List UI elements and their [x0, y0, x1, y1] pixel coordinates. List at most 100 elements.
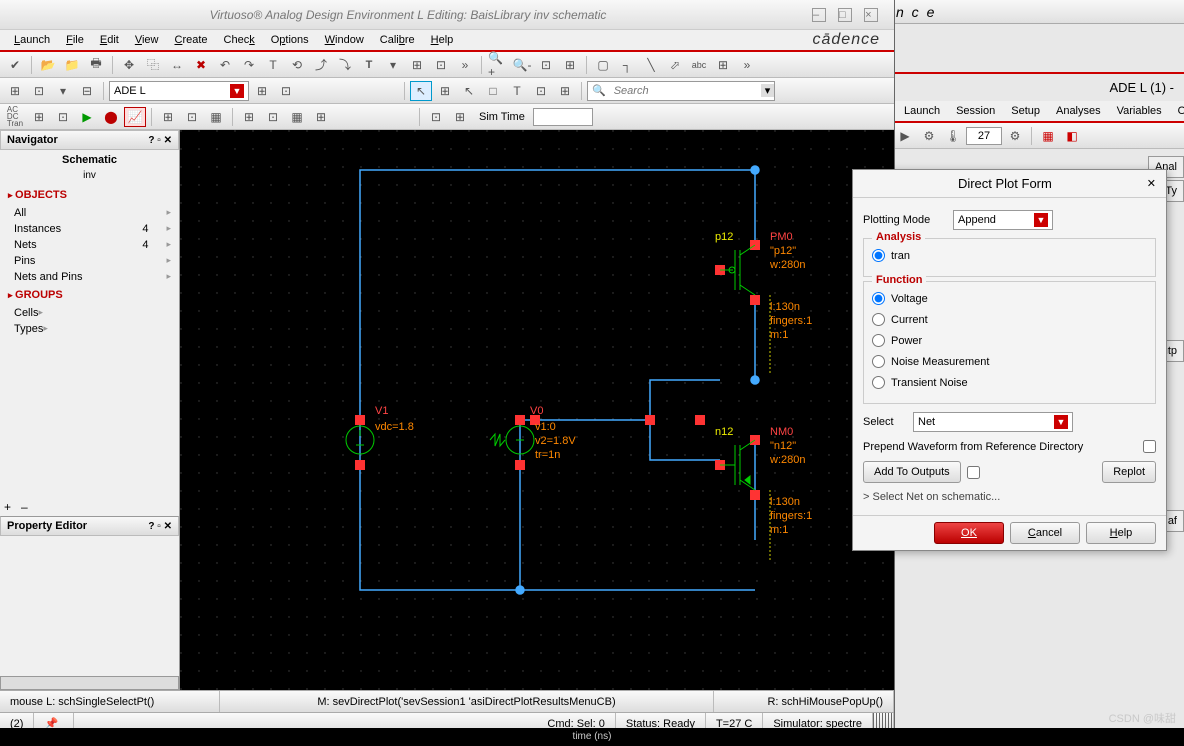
play-icon[interactable]: ▶	[76, 107, 98, 127]
tool-icon[interactable]: ⊡	[181, 107, 203, 127]
tool-icon[interactable]: ⊞	[28, 107, 50, 127]
radio-input[interactable]	[872, 249, 885, 262]
ade-tb[interactable]: ▶	[894, 126, 916, 146]
schematic-canvas[interactable]: V1 vdc=1.8 V0 v1:0 v2=1.8V tr=1n p12 PM0…	[180, 130, 894, 690]
cancel-button[interactable]: Cancel	[1010, 522, 1080, 544]
plotting-mode-combo[interactable]: Append ▼	[953, 210, 1053, 230]
search-box[interactable]: 🔍 ▾	[587, 81, 775, 101]
ade-menu[interactable]: Launch	[896, 103, 948, 119]
nav-item[interactable]: Instances4	[0, 221, 179, 237]
sim-mode-icon[interactable]: ACDCTran	[4, 107, 26, 127]
group-objects[interactable]: OBJECTS	[0, 185, 179, 205]
ok-button[interactable]: OK	[934, 522, 1004, 544]
ade-menu[interactable]: Setup	[1003, 103, 1048, 119]
tool-icon[interactable]: T	[506, 81, 528, 101]
text-tool-icon[interactable]: T	[262, 55, 284, 75]
zoom-sel-icon[interactable]: ⊞	[559, 55, 581, 75]
ade-tb[interactable]: 🌡	[942, 126, 964, 146]
tool-icon[interactable]: ⊡	[275, 81, 297, 101]
simtime-input[interactable]	[533, 108, 593, 126]
tool-icon[interactable]: ↖	[458, 81, 480, 101]
text-icon[interactable]: T	[358, 55, 380, 75]
radio-noise[interactable]: Noise Measurement	[872, 351, 1012, 372]
folder-icon[interactable]: 📁	[61, 55, 83, 75]
tool-icon[interactable]: ⊡	[262, 107, 284, 127]
tool-icon[interactable]: ⊡	[52, 107, 74, 127]
tool-icon[interactable]: ⊞	[4, 81, 26, 101]
print-icon[interactable]: 🖶	[85, 55, 107, 75]
chevron-icon[interactable]: »	[736, 55, 758, 75]
radio-input[interactable]	[872, 334, 885, 347]
tool-icon[interactable]: ⊞	[434, 81, 456, 101]
ade-tb[interactable]: ⚙	[1004, 126, 1026, 146]
radio-voltage[interactable]: Voltage	[872, 288, 1012, 309]
ade-tb[interactable]: ⚙	[918, 126, 940, 146]
menu-create[interactable]: Create	[166, 32, 215, 48]
add-outputs-checkbox[interactable]	[967, 466, 980, 479]
nav-item[interactable]: Cells	[0, 305, 179, 321]
nav-item[interactable]: All	[0, 205, 179, 221]
cursor-icon[interactable]: ↖	[410, 81, 432, 101]
minimize-button[interactable]: –	[812, 8, 826, 22]
tool-icon[interactable]: ▦	[286, 107, 308, 127]
rotate-icon[interactable]: ⟲	[286, 55, 308, 75]
tool-icon[interactable]: ⊞	[712, 55, 734, 75]
save-icon[interactable]: ✔	[4, 55, 26, 75]
nav-item[interactable]: Nets4	[0, 237, 179, 253]
plot-icon[interactable]: 📈	[124, 107, 146, 127]
copy-icon[interactable]: ⿻	[142, 55, 164, 75]
tool-icon[interactable]: ▦	[205, 107, 227, 127]
nav-item[interactable]: Pins	[0, 253, 179, 269]
tool-icon[interactable]: ⊡	[530, 81, 552, 101]
help-button[interactable]: Help	[1086, 522, 1156, 544]
tool-icon[interactable]: ▾	[52, 81, 74, 101]
tool-icon[interactable]: ⊞	[238, 107, 260, 127]
tool-icon[interactable]: ⤴	[310, 55, 332, 75]
tool-icon[interactable]: ⊞	[157, 107, 179, 127]
tool-icon[interactable]: ⊡	[28, 81, 50, 101]
tool-icon[interactable]: ▾	[382, 55, 404, 75]
panel-buttons[interactable]: ? ▫ ✕	[148, 135, 172, 146]
ade-menu[interactable]: Analyses	[1048, 103, 1109, 119]
stretch-icon[interactable]: ↔	[166, 55, 188, 75]
radio-input[interactable]	[872, 313, 885, 326]
menu-edit[interactable]: Edit	[92, 32, 127, 48]
radio-input[interactable]	[872, 355, 885, 368]
close-button[interactable]: ×	[864, 8, 878, 22]
select-combo[interactable]: Net ▼	[913, 412, 1073, 432]
undo-icon[interactable]: ↶	[214, 55, 236, 75]
radio-power[interactable]: Power	[872, 330, 1012, 351]
tool-icon[interactable]: ⊞	[310, 107, 332, 127]
zoom-in-icon[interactable]: 🔍+	[487, 55, 509, 75]
add-outputs-button[interactable]: Add To Outputs	[863, 461, 961, 483]
menu-file[interactable]: File	[58, 32, 92, 48]
wire-icon[interactable]: ┐	[616, 55, 638, 75]
adel-combo[interactable]: ADE L ▼	[109, 81, 249, 101]
replot-button[interactable]: Replot	[1102, 461, 1156, 483]
radio-input[interactable]	[872, 376, 885, 389]
ade-tb[interactable]: ◧	[1061, 126, 1083, 146]
radio-current[interactable]: Current	[872, 309, 1012, 330]
ade-menu[interactable]: Session	[948, 103, 1003, 119]
redo-icon[interactable]: ↷	[238, 55, 260, 75]
stop-icon[interactable]: ⬤	[100, 107, 122, 127]
tool-icon[interactable]: ⊡	[425, 107, 447, 127]
menu-view[interactable]: View	[127, 32, 167, 48]
zoom-fit-icon[interactable]: ⊡	[535, 55, 557, 75]
tool-icon[interactable]: ⤵	[334, 55, 356, 75]
delete-icon[interactable]: ✖	[190, 55, 212, 75]
zoom-out-icon[interactable]: 🔍-	[511, 55, 533, 75]
search-input[interactable]	[610, 85, 761, 97]
tool-icon[interactable]: ⊞	[406, 55, 428, 75]
nav-item[interactable]: Nets and Pins	[0, 269, 179, 285]
move-icon[interactable]: ✥	[118, 55, 140, 75]
pin-icon[interactable]: ⬀	[664, 55, 686, 75]
ade-tb[interactable]: ▦	[1037, 126, 1059, 146]
ade-menu[interactable]: Outputs	[1170, 103, 1184, 119]
menu-help[interactable]: Help	[423, 32, 462, 48]
menu-options[interactable]: Options	[263, 32, 317, 48]
tool-icon[interactable]: ⊞	[251, 81, 273, 101]
menu-launch[interactable]: Launch	[6, 32, 58, 48]
tool-icon[interactable]: □	[482, 81, 504, 101]
prepend-checkbox[interactable]	[1143, 440, 1156, 453]
